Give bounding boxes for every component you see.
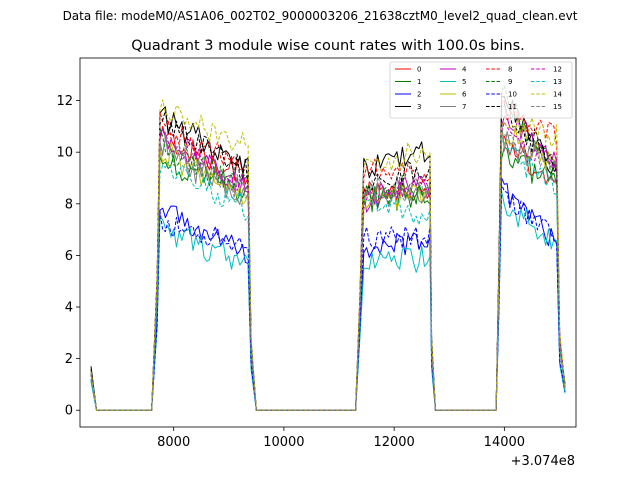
y-tick-label: 6	[65, 249, 73, 264]
x-axis: 8000 10000 12000 14000	[157, 427, 525, 450]
legend-label-12: 12	[553, 66, 562, 74]
legend-label-5: 5	[462, 78, 466, 86]
x-tick-label: 8000	[157, 435, 190, 450]
series-line-9	[90, 85, 566, 411]
legend-box	[389, 61, 573, 119]
x-tick-label: 14000	[484, 435, 525, 450]
legend-label-0: 0	[417, 66, 421, 74]
series-line-2	[90, 177, 566, 411]
plot-frame	[79, 57, 577, 428]
legend-label-6: 6	[462, 91, 467, 99]
figure-suptitle: Data file: modeM0/AS1A06_002T02_90000032…	[63, 9, 578, 23]
legend-label-10: 10	[508, 91, 517, 99]
x-tick-label: 12000	[373, 435, 414, 450]
y-tick-label: 2	[65, 352, 73, 367]
legend-label-15: 15	[553, 103, 562, 111]
legend-label-4: 4	[462, 66, 467, 74]
y-tick-label: 12	[56, 94, 73, 109]
legend-label-13: 13	[553, 78, 562, 86]
y-tick-label: 4	[65, 301, 73, 316]
legend-label-8: 8	[508, 66, 512, 74]
x-tick-label: 10000	[263, 435, 304, 450]
legend-label-7: 7	[462, 103, 466, 111]
legend-label-3: 3	[417, 103, 421, 111]
y-tick-label: 8	[65, 197, 73, 212]
series-line-3	[90, 95, 566, 411]
legend-label-1: 1	[417, 78, 421, 86]
series-line-12	[90, 121, 566, 411]
chart-title: Quadrant 3 module wise count rates with …	[131, 38, 525, 54]
series-line-15	[90, 133, 566, 411]
plot-lines	[90, 85, 566, 411]
y-tick-label: 0	[65, 404, 73, 419]
legend-label-11: 11	[508, 103, 517, 111]
series-line-14	[90, 99, 566, 411]
series-line-8	[90, 99, 566, 411]
x-offset-label: +3.074e8	[511, 454, 575, 469]
legend-label-2: 2	[417, 91, 421, 99]
series-line-0	[90, 125, 566, 411]
legend-label-9: 9	[508, 78, 512, 86]
series-line-7	[90, 120, 566, 411]
series-line-13	[90, 136, 566, 411]
legend-label-14: 14	[553, 91, 562, 99]
y-tick-label: 10	[56, 146, 73, 161]
y-axis: 0 2 4 6 8 10 12	[56, 94, 80, 419]
series-line-1	[90, 146, 566, 411]
series-line-6	[90, 126, 566, 411]
